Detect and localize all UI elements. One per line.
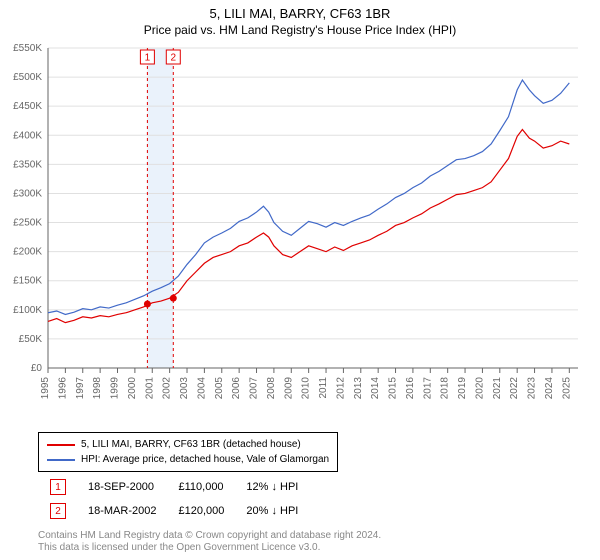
legend-line-2 (47, 459, 75, 461)
svg-text:1995: 1995 (40, 377, 51, 400)
svg-text:2022: 2022 (509, 377, 520, 400)
svg-text:2010: 2010 (301, 377, 312, 400)
svg-text:£150K: £150K (13, 276, 42, 287)
svg-text:2006: 2006 (231, 377, 242, 400)
svg-text:2: 2 (171, 53, 177, 64)
svg-text:£450K: £450K (13, 101, 42, 112)
svg-text:£0: £0 (31, 363, 43, 374)
svg-text:1999: 1999 (110, 377, 121, 400)
svg-text:1998: 1998 (92, 377, 103, 400)
svg-text:2012: 2012 (335, 377, 346, 400)
svg-text:2013: 2013 (353, 377, 364, 400)
svg-text:2016: 2016 (405, 377, 416, 400)
legend: 5, LILI MAI, BARRY, CF63 1BR (detached h… (38, 432, 338, 472)
sale-delta: 12% ↓ HPI (236, 476, 308, 498)
sale-date: 18-MAR-2002 (78, 500, 166, 522)
svg-text:£50K: £50K (19, 334, 43, 345)
svg-text:£500K: £500K (13, 72, 42, 83)
sale-badge-2: 2 (50, 503, 66, 519)
chart-svg: £0 £50K £100K £150K £200K £250K £300K £350K £400… (0, 40, 600, 420)
chart-title: 5, LILI MAI, BARRY, CF63 1BR (0, 0, 600, 21)
svg-text:£400K: £400K (13, 130, 42, 141)
svg-text:1: 1 (145, 53, 151, 64)
svg-text:£550K: £550K (13, 43, 42, 54)
footnote: Contains HM Land Registry data © Crown c… (38, 530, 381, 554)
legend-label-2: HPI: Average price, detached house, Vale… (81, 452, 329, 467)
svg-text:£100K: £100K (13, 305, 42, 316)
svg-text:2004: 2004 (196, 377, 207, 400)
sales-table: 1 18-SEP-2000 £110,000 12% ↓ HPI 2 18-MA… (38, 474, 310, 524)
svg-text:2021: 2021 (492, 377, 503, 400)
sale-price: £110,000 (168, 476, 234, 498)
svg-text:1996: 1996 (57, 377, 68, 400)
svg-text:2007: 2007 (249, 377, 260, 400)
sale-price: £120,000 (168, 500, 234, 522)
svg-text:2009: 2009 (283, 377, 294, 400)
svg-text:2019: 2019 (457, 377, 468, 400)
svg-text:2005: 2005 (214, 377, 225, 400)
sale-delta: 20% ↓ HPI (236, 500, 308, 522)
svg-text:£250K: £250K (13, 218, 42, 229)
svg-text:2025: 2025 (561, 377, 572, 400)
legend-label-1: 5, LILI MAI, BARRY, CF63 1BR (detached h… (81, 437, 301, 452)
chart-subtitle: Price paid vs. HM Land Registry's House … (0, 21, 600, 37)
svg-text:1997: 1997 (75, 377, 86, 400)
svg-text:2008: 2008 (266, 377, 277, 400)
table-row: 2 18-MAR-2002 £120,000 20% ↓ HPI (40, 500, 308, 522)
svg-text:2011: 2011 (318, 377, 329, 399)
svg-text:2023: 2023 (527, 377, 538, 400)
sale-date: 18-SEP-2000 (78, 476, 166, 498)
svg-text:£300K: £300K (13, 188, 42, 199)
svg-text:2000: 2000 (127, 377, 138, 400)
svg-text:2014: 2014 (370, 377, 381, 400)
svg-text:2018: 2018 (440, 377, 451, 400)
svg-text:2015: 2015 (388, 377, 399, 400)
table-row: 1 18-SEP-2000 £110,000 12% ↓ HPI (40, 476, 308, 498)
svg-text:2017: 2017 (422, 377, 433, 400)
svg-text:2020: 2020 (474, 377, 485, 400)
svg-text:£350K: £350K (13, 159, 42, 170)
legend-line-1 (47, 444, 75, 446)
svg-text:2003: 2003 (179, 377, 190, 400)
svg-text:£200K: £200K (13, 247, 42, 258)
svg-text:2002: 2002 (162, 377, 173, 400)
sale-badge-1: 1 (50, 479, 66, 495)
svg-text:2001: 2001 (144, 377, 155, 400)
svg-text:2024: 2024 (544, 377, 555, 400)
